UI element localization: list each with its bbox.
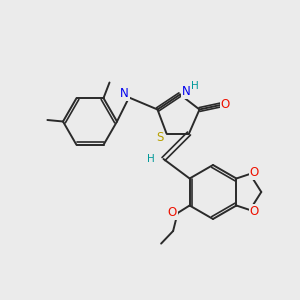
Text: O: O <box>168 206 177 220</box>
Text: O: O <box>250 205 259 218</box>
Text: S: S <box>156 130 164 144</box>
Text: N: N <box>120 87 129 101</box>
Text: H: H <box>191 80 199 91</box>
Text: H: H <box>147 154 155 164</box>
Text: N: N <box>182 85 190 98</box>
Text: O: O <box>250 166 259 179</box>
Text: O: O <box>220 98 230 112</box>
